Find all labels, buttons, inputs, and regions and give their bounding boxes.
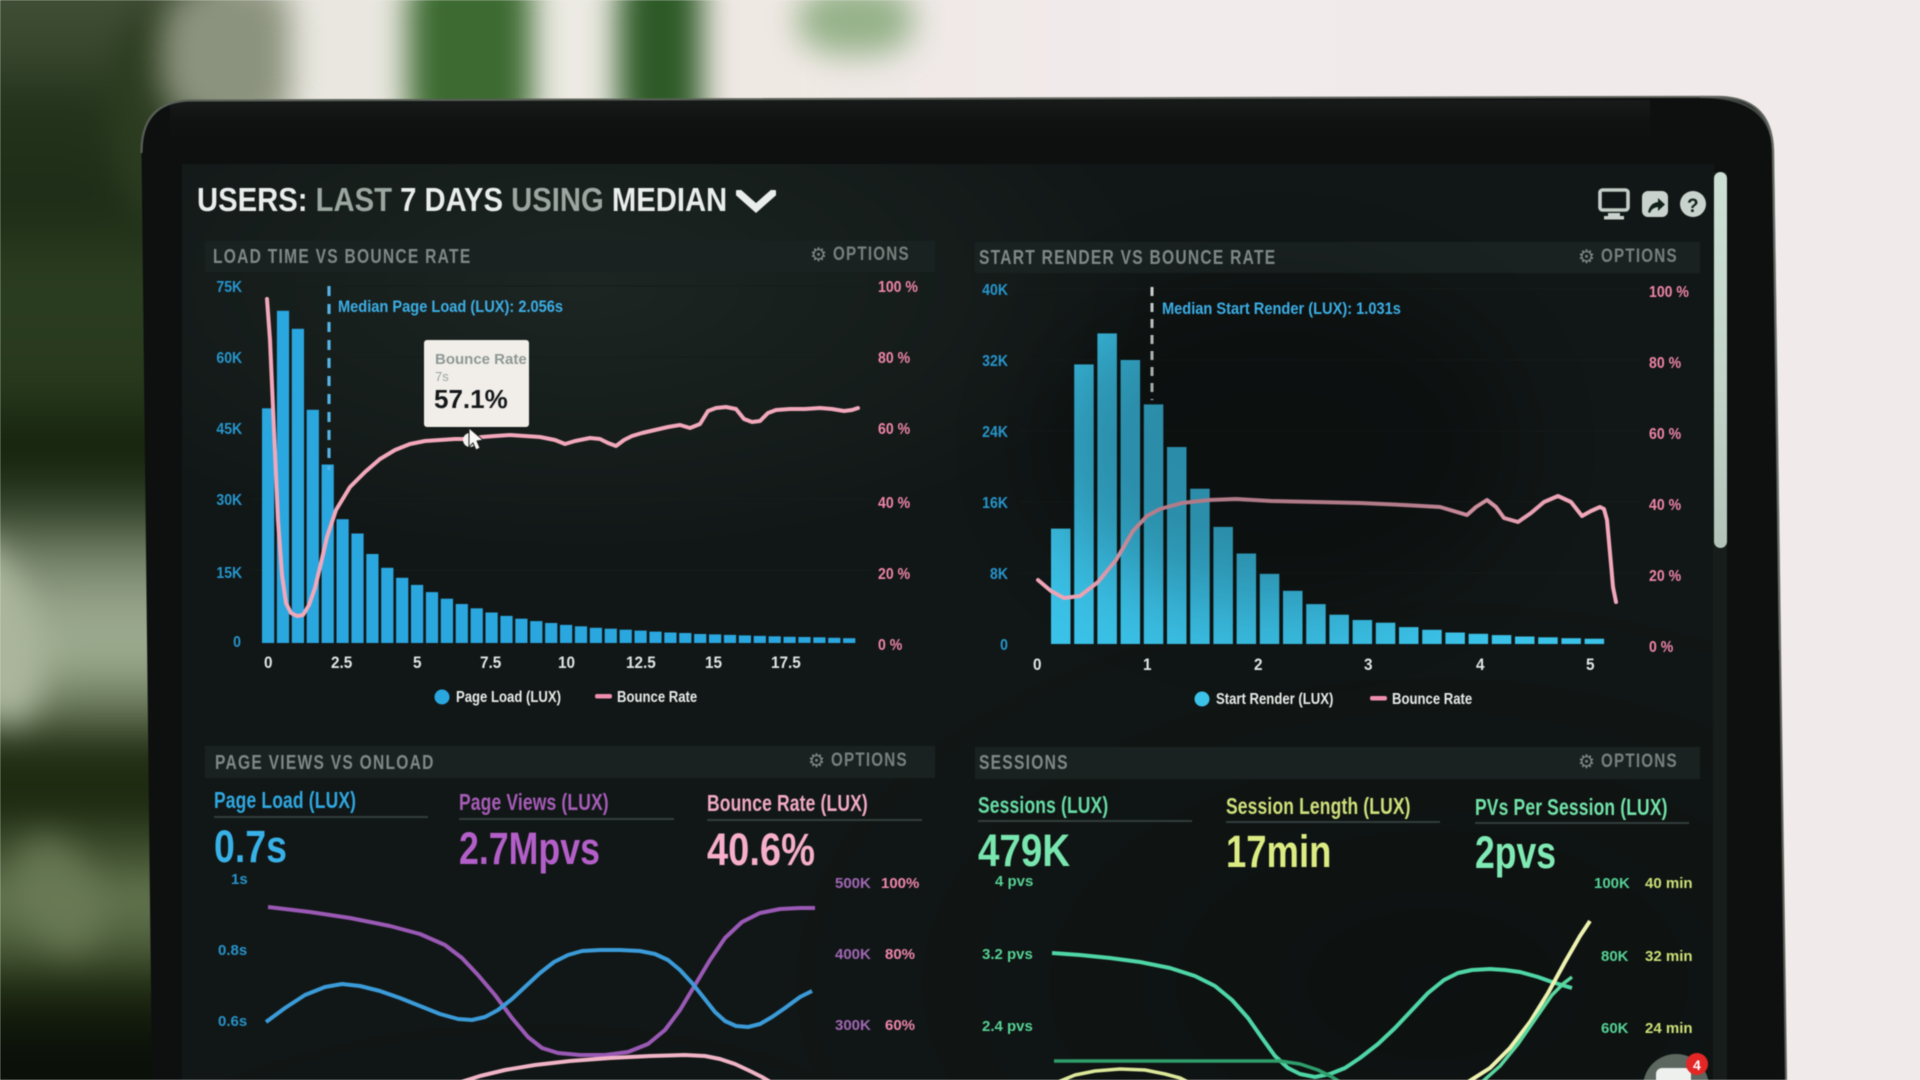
svg-text:57.1%: 57.1% — [434, 384, 508, 414]
svg-text:7s: 7s — [435, 369, 449, 384]
svg-text:4: 4 — [1693, 1057, 1701, 1073]
svg-text:Bounce Rate: Bounce Rate — [435, 351, 527, 368]
svg-text:?: ? — [1687, 196, 1699, 217]
